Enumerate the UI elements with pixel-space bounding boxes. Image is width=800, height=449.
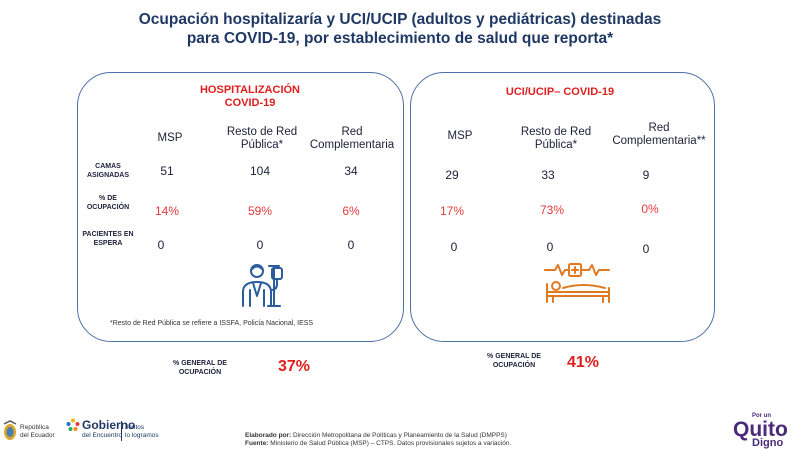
fuente-label: Fuente: (245, 440, 269, 447)
general-ocupacion-value-b: 41% (567, 354, 600, 371)
icu-bed-monitor-icon (544, 263, 610, 303)
quito-sub-text: Digno (752, 437, 784, 449)
general-ocupacion-label-b: % GENERAL DE OCUPACIÓN (474, 353, 554, 370)
hosp-espera-comp: 0 (347, 238, 355, 252)
uci-espera-comp: 0 (642, 242, 650, 256)
quito-logo-text: Quito (733, 418, 788, 441)
gen-b-line2: OCUPACIÓN (492, 361, 536, 369)
row-camas-line1: CAMAS (95, 163, 121, 170)
uci-col-resto: Resto de Red Pública* (506, 126, 606, 152)
general-ocupacion-label-a: % GENERAL DE OCUPACIÓN (160, 360, 240, 377)
fuente-text: Ministerio de Salud Pública (MSP) – CTPS… (270, 440, 512, 447)
gen-a-line1: % GENERAL DE (173, 360, 227, 367)
row-ocup-line1: % DE (99, 195, 117, 202)
gobierno-sub-text: del Encuentro (82, 432, 123, 439)
hosp-col-comp-line1: Red (341, 126, 363, 138)
quito-small-text: Por un (752, 413, 771, 419)
gobierno-text: Gobierno (82, 418, 136, 432)
footer-elaborado: Elaborado por: Dirección Metropolitana d… (245, 432, 575, 440)
elaborado-text: Dirección Metropolitana de Políticas y P… (293, 432, 507, 439)
hosp-espera-msp: 0 (157, 238, 165, 252)
row-camas-line2: ASIGNADAS (86, 171, 129, 179)
gobierno-divider (121, 421, 122, 441)
row-ocup-line2: OCUPACIÓN (86, 203, 130, 211)
uci-col-complementaria: Red Complementaria** (607, 122, 711, 148)
uci-camas-resto: 33 (541, 168, 555, 182)
uci-espera-msp: 0 (450, 240, 458, 254)
uci-camas-comp: 9 (642, 168, 650, 182)
hosp-camas-comp: 34 (344, 164, 358, 178)
page-title-line2: para COVID-19, por establecimiento de sa… (186, 30, 614, 47)
uci-col-resto-line1: Resto de Red (520, 126, 592, 138)
hosp-ocup-msp: 14% (154, 204, 180, 218)
gen-a-line2: OCUPACIÓN (178, 368, 222, 376)
uci-col-msp: MSP (447, 130, 473, 142)
footer-fuente: Fuente: Ministerio de Salud Pública (MSP… (245, 440, 575, 448)
hosp-col-comp-line2: Complementaria (309, 139, 395, 151)
doctor-with-iv-icon (242, 264, 283, 307)
gen-b-line1: % GENERAL DE (487, 353, 541, 360)
hosp-camas-msp: 51 (160, 164, 174, 178)
hospitalizacion-panel-title: HOSPITALIZACIÓN COVID-19 (180, 84, 320, 110)
row-label-ocupacion: % DE OCUPACIÓN (78, 195, 138, 212)
hospitalizacion-panel (77, 72, 404, 342)
hosp-col-resto-line2: Pública* (240, 139, 284, 151)
gob-tag2: lo logramos (125, 432, 159, 439)
uci-col-comp-line2: Complementaria** (612, 135, 706, 147)
hosp-footnote: *Resto de Red Pública se refiere a ISSFA… (110, 320, 314, 327)
gobierno-tagline: Juntos lo logramos (125, 424, 159, 440)
uci-col-comp-line1: Red (648, 122, 670, 134)
rep-line1: República (20, 424, 49, 431)
hosp-ocup-comp: 6% (342, 204, 360, 218)
hosp-title-line1: HOSPITALIZACIÓN (199, 84, 300, 96)
general-ocupacion-value-a: 37% (278, 358, 311, 375)
uci-ocup-resto: 73% (539, 203, 565, 217)
row-label-camas: CAMAS ASIGNADAS (78, 163, 138, 180)
hosp-col-complementaria: Red Complementaria (306, 126, 398, 152)
elaborado-label: Elaborado por: (245, 432, 292, 439)
hosp-col-msp: MSP (157, 132, 183, 144)
hosp-col-resto: Resto de Red Pública* (212, 126, 312, 152)
uci-panel-title: UCI/UCIP– COVID-19 (505, 86, 615, 98)
hosp-ocup-resto: 59% (247, 204, 273, 218)
uci-ocup-comp: 0% (641, 202, 659, 216)
republica-ecuador-text: República del Ecuador (20, 424, 55, 440)
row-espera-line1: PACIENTES EN (82, 231, 134, 238)
uci-camas-msp: 29 (445, 168, 459, 182)
ecuador-coat-of-arms-icon (3, 420, 17, 440)
uci-col-resto-line2: Pública* (534, 139, 578, 151)
rep-line2: del Ecuador (20, 432, 55, 439)
footer-credits: Elaborado por: Dirección Metropolitana d… (245, 432, 575, 448)
hosp-camas-resto: 104 (249, 164, 271, 178)
uci-espera-resto: 0 (546, 240, 554, 254)
gob-tag1: Juntos (125, 424, 145, 431)
uci-ocup-msp: 17% (439, 204, 465, 218)
hosp-col-resto-line1: Resto de Red (226, 126, 298, 138)
hosp-title-line2: COVID-19 (224, 97, 276, 109)
hosp-espera-resto: 0 (256, 238, 264, 252)
gobierno-logo-icon (66, 418, 80, 431)
row-label-espera: PACIENTES EN ESPERA (78, 231, 138, 248)
row-espera-line2: ESPERA (93, 239, 123, 247)
page-title: Ocupación hospitalizaría y UCI/UCIP (adu… (0, 10, 800, 48)
page-title-line1: Ocupación hospitalizaría y UCI/UCIP (adu… (138, 11, 662, 28)
